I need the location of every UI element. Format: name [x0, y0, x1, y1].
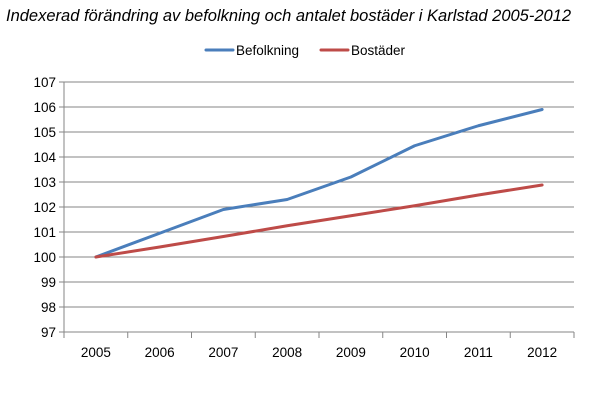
series-line-befolkning	[94, 108, 544, 259]
y-tick-label: 103	[33, 175, 56, 190]
legend: Befolkning Bostäder	[204, 43, 406, 58]
y-tick-label: 99	[41, 275, 56, 290]
x-tick-label: 2008	[272, 345, 302, 360]
x-tick-label: 2011	[464, 345, 493, 360]
y-tick-label: 106	[33, 100, 56, 115]
y-tick-label: 101	[33, 225, 56, 240]
tick-labels: 97 98 99 100 101 102 103 104 105 106 107 2005 2006 20…	[33, 75, 557, 360]
series-lines	[94, 108, 544, 259]
y-tick-label: 105	[33, 125, 56, 140]
legend-label: Befolkning	[236, 43, 299, 58]
y-tick-label: 102	[33, 200, 56, 215]
x-tick-label: 2007	[208, 345, 238, 360]
legend-label: Bostäder	[351, 43, 406, 58]
y-tick-label: 97	[41, 325, 56, 340]
x-tick-label: 2010	[400, 345, 430, 360]
y-tick-label: 98	[41, 300, 56, 315]
axes	[59, 81, 575, 338]
x-tick-label: 2012	[527, 345, 557, 360]
x-tick-label: 2009	[336, 345, 366, 360]
series-line-bostader	[94, 183, 544, 259]
x-tick-label: 2005	[81, 345, 111, 360]
x-tick-label: 2006	[145, 345, 175, 360]
gridlines	[64, 81, 574, 308]
chart-title: Indexerad förändring av befolkning och a…	[6, 7, 572, 25]
y-tick-label: 104	[33, 150, 56, 165]
y-tick-label: 100	[33, 250, 56, 265]
y-tick-label: 107	[33, 75, 56, 90]
